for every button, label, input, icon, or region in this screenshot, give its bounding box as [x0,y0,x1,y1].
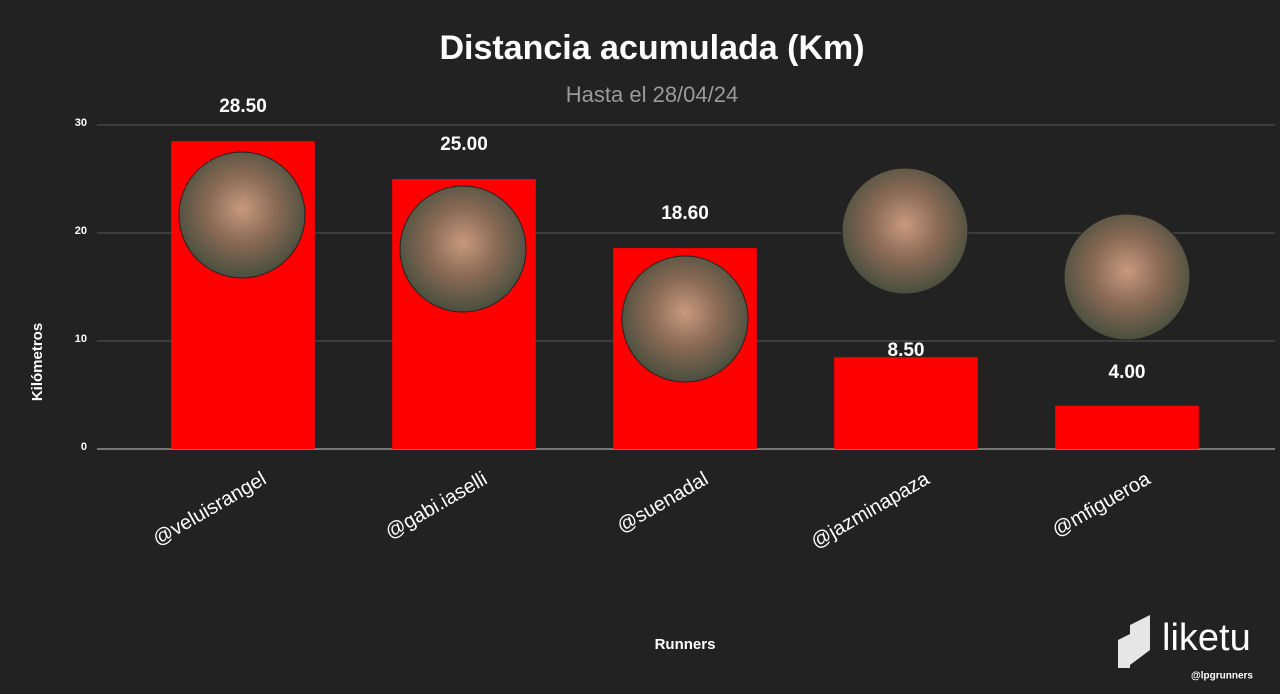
y-axis-label: Kilómetros [29,323,46,401]
value-label: 18.60 [661,203,709,224]
bar [834,357,978,449]
bar [1055,405,1199,449]
y-tick-label: 10 [75,333,87,345]
value-label: 28.50 [219,96,267,117]
avatar [178,151,306,279]
avatar [841,167,969,295]
avatar [399,185,527,313]
value-label: 4.00 [1109,362,1146,383]
y-tick-label: 0 [81,441,87,453]
watermark-logo [1118,615,1150,668]
watermark: liketu [1162,617,1251,659]
y-tick-label: 20 [75,225,87,237]
credit: @lpgrunners [1191,671,1253,682]
avatar [1063,213,1191,341]
y-tick-label: 30 [75,117,87,129]
x-axis-label: Runners [655,636,716,653]
chart-title: Distancia acumulada (Km) [439,29,864,67]
avatars [178,151,1191,383]
value-label: 8.50 [888,340,925,361]
chart-subtitle: Hasta el 28/04/24 [566,82,738,107]
value-label: 25.00 [440,134,488,155]
avatar [621,255,749,383]
